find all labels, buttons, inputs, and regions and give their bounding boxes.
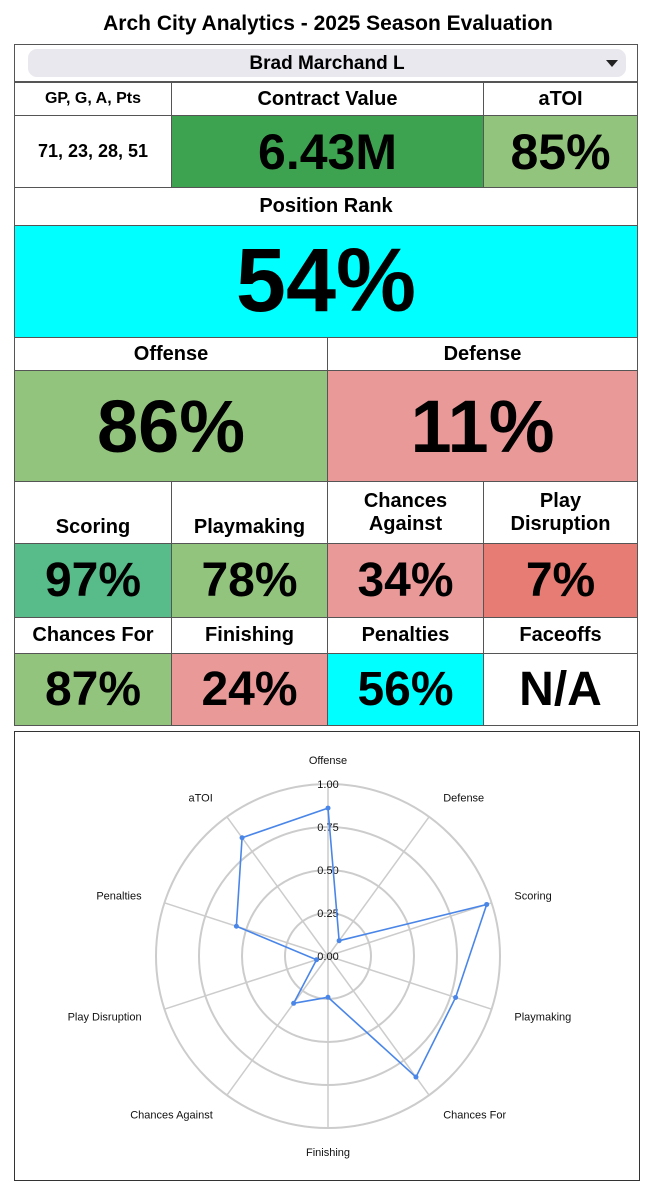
contract-value: 6.43M — [171, 115, 484, 188]
grid-spoke — [327, 955, 492, 1010]
scoring-value: 97% — [14, 543, 172, 618]
defense-value: 11% — [327, 370, 638, 482]
penalties-label: Penalties — [327, 617, 484, 654]
finishing-label: Finishing — [171, 617, 328, 654]
data-point — [453, 994, 459, 1000]
atoi-value: 85% — [483, 115, 638, 188]
radar-chart: 0.00 0.25 0.50 0.75 1.00 Offense Defense Scorin… — [14, 731, 640, 1181]
chances-for-value: 87% — [14, 653, 172, 726]
radial-tick-label: 1.00 — [317, 779, 338, 791]
axis-label: Chances Against — [130, 1110, 213, 1122]
axis-label: Penalties — [96, 890, 142, 902]
data-point — [484, 901, 490, 907]
grid-spoke — [226, 816, 329, 957]
page-title: Arch City Analytics - 2025 Season Evalua… — [103, 12, 553, 35]
data-point — [239, 835, 245, 841]
defense-label: Defense — [327, 337, 638, 371]
contract-label: Contract Value — [171, 82, 484, 116]
data-point — [413, 1074, 419, 1080]
grid-spoke — [327, 902, 492, 957]
player-selector-row: Brad Marchand L — [14, 44, 638, 82]
data-point — [336, 938, 342, 944]
scoring-label: Scoring — [14, 481, 172, 544]
playmaking-label: Playmaking — [171, 481, 328, 544]
grid-spoke — [327, 816, 430, 957]
axis-label: Defense — [443, 792, 484, 804]
radial-tick-label: 0.25 — [317, 908, 338, 920]
penalties-value: 56% — [327, 653, 484, 726]
radial-tick-label: 0.00 — [317, 951, 338, 963]
radial-tick-label: 0.50 — [317, 865, 338, 877]
playmaking-value: 78% — [171, 543, 328, 618]
offense-value: 86% — [14, 370, 328, 482]
axis-label: Finishing — [306, 1147, 350, 1159]
radar-chart-svg: 0.00 0.25 0.50 0.75 1.00 Offense Defense Scorin… — [68, 755, 572, 1159]
data-point — [325, 805, 331, 811]
chevron-down-icon[interactable] — [606, 60, 618, 67]
play-disruption-value: 7% — [483, 543, 638, 618]
stats-label: GP, G, A, Pts — [14, 82, 172, 116]
radial-tick-label: 0.75 — [317, 822, 338, 834]
finishing-value: 24% — [171, 653, 328, 726]
position-rank-label: Position Rank — [14, 187, 638, 226]
player-name: Brad Marchand L — [249, 53, 405, 74]
grid-spoke — [226, 955, 329, 1096]
series-line — [235, 806, 488, 1079]
axis-label: Offense — [309, 755, 347, 767]
data-point — [314, 957, 320, 963]
faceoffs-value: N/A — [483, 653, 638, 726]
offense-label: Offense — [14, 337, 328, 371]
grid-spoke — [164, 902, 329, 957]
axis-label: aTOI — [189, 792, 213, 804]
axis-label: Chances For — [443, 1110, 506, 1122]
atoi-label: aTOI — [483, 82, 638, 116]
position-rank-value: 54% — [14, 225, 638, 338]
data-point — [325, 994, 331, 1000]
axis-label: Playmaking — [514, 1012, 571, 1024]
axis-label: Scoring — [514, 890, 551, 902]
faceoffs-label: Faceoffs — [483, 617, 638, 654]
player-dropdown[interactable]: Brad Marchand L — [28, 49, 626, 77]
stats-value: 71, 23, 28, 51 — [14, 115, 172, 188]
data-point — [291, 1000, 297, 1006]
axis-label: Play Disruption — [68, 1012, 142, 1024]
data-point — [233, 923, 239, 929]
grid-spoke — [327, 955, 430, 1096]
grid-spoke — [164, 955, 329, 1010]
chances-for-label: Chances For — [14, 617, 172, 654]
chances-against-label: Chances Against — [327, 481, 484, 544]
chances-against-value: 34% — [327, 543, 484, 618]
play-disruption-label: Play Disruption — [483, 481, 638, 544]
